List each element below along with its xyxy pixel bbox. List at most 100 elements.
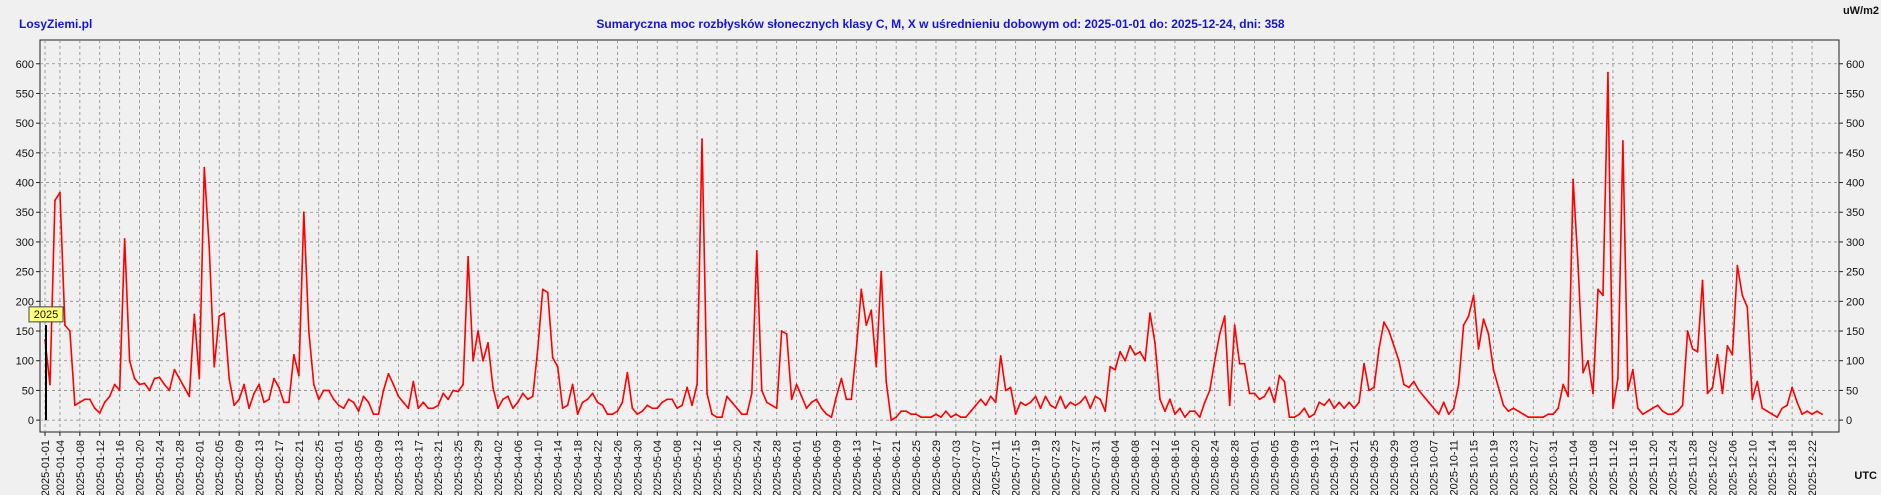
x-tick-label: 2025-08-16 (1170, 440, 1182, 495)
data-point (1487, 333, 1490, 335)
data-point (1671, 413, 1674, 416)
data-point (73, 404, 76, 407)
data-point (1646, 410, 1649, 413)
data-point (1228, 404, 1231, 407)
x-tick-label: 2025-08-04 (1110, 440, 1122, 495)
unit-label: uW/m2 (1842, 5, 1879, 17)
x-tick-label: 2025-06-25 (911, 440, 923, 495)
data-point (1049, 404, 1052, 407)
data-point (686, 386, 689, 389)
data-point (621, 401, 624, 404)
data-point (1293, 416, 1296, 419)
x-tick-label: 2025-10-15 (1469, 440, 1481, 495)
data-point (999, 355, 1002, 357)
data-point (1467, 315, 1470, 318)
data-point (362, 395, 365, 398)
data-point (1781, 407, 1784, 410)
data-point (870, 309, 873, 312)
x-tick-label: 2025-06-17 (871, 440, 883, 495)
data-point (1676, 410, 1679, 413)
data-point (1681, 404, 1684, 407)
x-tick-label: 2025-10-07 (1429, 440, 1441, 495)
x-tick-label: 2025-08-24 (1210, 440, 1222, 495)
x-tick-label: 2025-02-01 (194, 440, 206, 495)
data-point (1178, 407, 1181, 410)
x-tick-label: 2025-11-24 (1668, 440, 1680, 495)
data-point (143, 382, 146, 385)
data-point (1358, 401, 1360, 404)
data-point (83, 398, 86, 401)
data-point (1223, 315, 1226, 318)
y-tick-label: 300 (16, 237, 34, 249)
data-point (571, 383, 574, 386)
data-point (691, 404, 693, 407)
x-tick-label: 2025-10-27 (1528, 440, 1540, 495)
data-point (327, 389, 330, 392)
data-point (118, 389, 121, 392)
data-point (1094, 395, 1097, 398)
data-point (447, 398, 450, 401)
y-tick-label: 550 (16, 88, 34, 100)
x-tick-label: 2025-05-28 (772, 440, 784, 495)
data-point (1497, 386, 1500, 389)
x-tick-label: 2025-07-15 (1011, 440, 1023, 495)
data-point (556, 365, 559, 368)
data-point (1527, 416, 1530, 419)
data-point (959, 416, 962, 419)
data-point (1233, 324, 1236, 326)
data-point (940, 416, 942, 419)
y-tick-label: 250 (1846, 267, 1864, 279)
data-point (377, 413, 380, 416)
data-point (1457, 383, 1460, 386)
data-point (1099, 398, 1102, 401)
series-line (44, 71, 1823, 421)
data-point (108, 395, 111, 398)
data-point (292, 353, 295, 356)
data-point (706, 392, 708, 395)
data-point (68, 330, 71, 332)
data-point (860, 288, 863, 291)
x-tick-label: 2025-01-04 (55, 440, 67, 495)
data-point (422, 401, 425, 404)
data-point (173, 368, 176, 371)
x-tick-label: 2025-06-29 (931, 440, 943, 495)
data-point (1328, 398, 1331, 401)
data-point (780, 330, 783, 332)
y-tick-label: 500 (16, 118, 34, 130)
data-point (1119, 350, 1122, 353)
data-point (1821, 413, 1823, 416)
data-point (1248, 392, 1251, 395)
y-tick-label: 300 (1846, 237, 1864, 249)
data-point (1721, 392, 1724, 395)
data-point (1427, 401, 1430, 404)
chart-title: Sumaryczna moc rozbłysków słonecznych kl… (596, 17, 1285, 31)
data-point (1183, 416, 1186, 419)
data-point (1407, 386, 1410, 389)
data-point (1631, 368, 1634, 371)
x-tick-label: 2025-07-31 (1090, 440, 1102, 495)
data-point (1388, 330, 1390, 332)
data-point (1472, 294, 1475, 297)
x-tick-label: 2025-04-26 (612, 440, 624, 495)
data-point (203, 166, 206, 169)
x-tick-label: 2025-10-23 (1508, 440, 1520, 495)
data-point (1402, 383, 1405, 386)
data-point (153, 377, 156, 380)
data-point (1756, 380, 1759, 383)
x-tick-label: 2025-03-09 (373, 440, 385, 495)
data-point (945, 410, 947, 413)
data-point (1154, 342, 1156, 344)
data-point (716, 416, 718, 419)
data-point (218, 315, 221, 318)
x-tick-label: 2025-08-12 (1150, 440, 1162, 495)
data-point (1542, 416, 1545, 419)
data-point (850, 398, 853, 401)
data-point (1641, 413, 1644, 416)
data-point (1188, 410, 1191, 413)
series-layer (44, 71, 1823, 422)
data-point (1796, 401, 1799, 404)
data-point (223, 312, 226, 315)
data-point (342, 407, 345, 410)
x-tick-label: 2025-12-10 (1747, 440, 1759, 495)
